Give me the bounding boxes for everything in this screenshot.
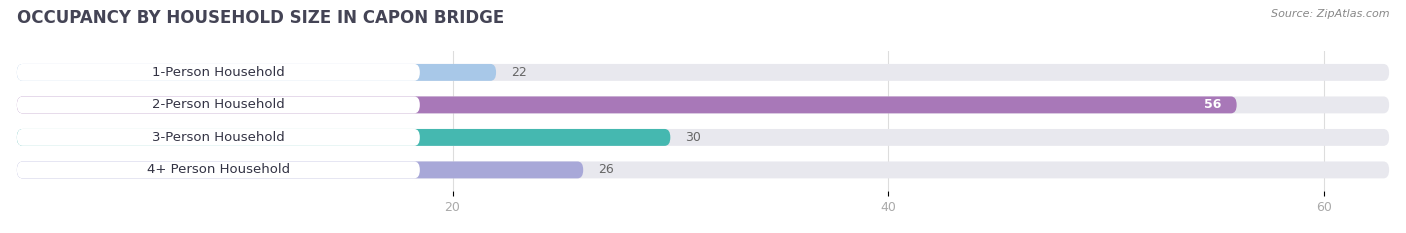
FancyBboxPatch shape [17,129,671,146]
FancyBboxPatch shape [17,96,1389,113]
FancyBboxPatch shape [17,96,1237,113]
Text: 56: 56 [1204,98,1222,111]
Text: 26: 26 [599,163,614,176]
FancyBboxPatch shape [17,64,496,81]
FancyBboxPatch shape [17,96,420,113]
Text: 3-Person Household: 3-Person Household [152,131,285,144]
Text: 30: 30 [686,131,702,144]
Text: 1-Person Household: 1-Person Household [152,66,285,79]
FancyBboxPatch shape [17,161,420,178]
FancyBboxPatch shape [17,129,420,146]
Text: 2-Person Household: 2-Person Household [152,98,285,111]
FancyBboxPatch shape [17,161,583,178]
FancyBboxPatch shape [17,129,1389,146]
Text: Source: ZipAtlas.com: Source: ZipAtlas.com [1271,9,1389,19]
FancyBboxPatch shape [17,64,420,81]
Text: OCCUPANCY BY HOUSEHOLD SIZE IN CAPON BRIDGE: OCCUPANCY BY HOUSEHOLD SIZE IN CAPON BRI… [17,9,505,27]
Text: 22: 22 [512,66,527,79]
FancyBboxPatch shape [17,161,1389,178]
FancyBboxPatch shape [17,64,1389,81]
Text: 4+ Person Household: 4+ Person Household [146,163,290,176]
